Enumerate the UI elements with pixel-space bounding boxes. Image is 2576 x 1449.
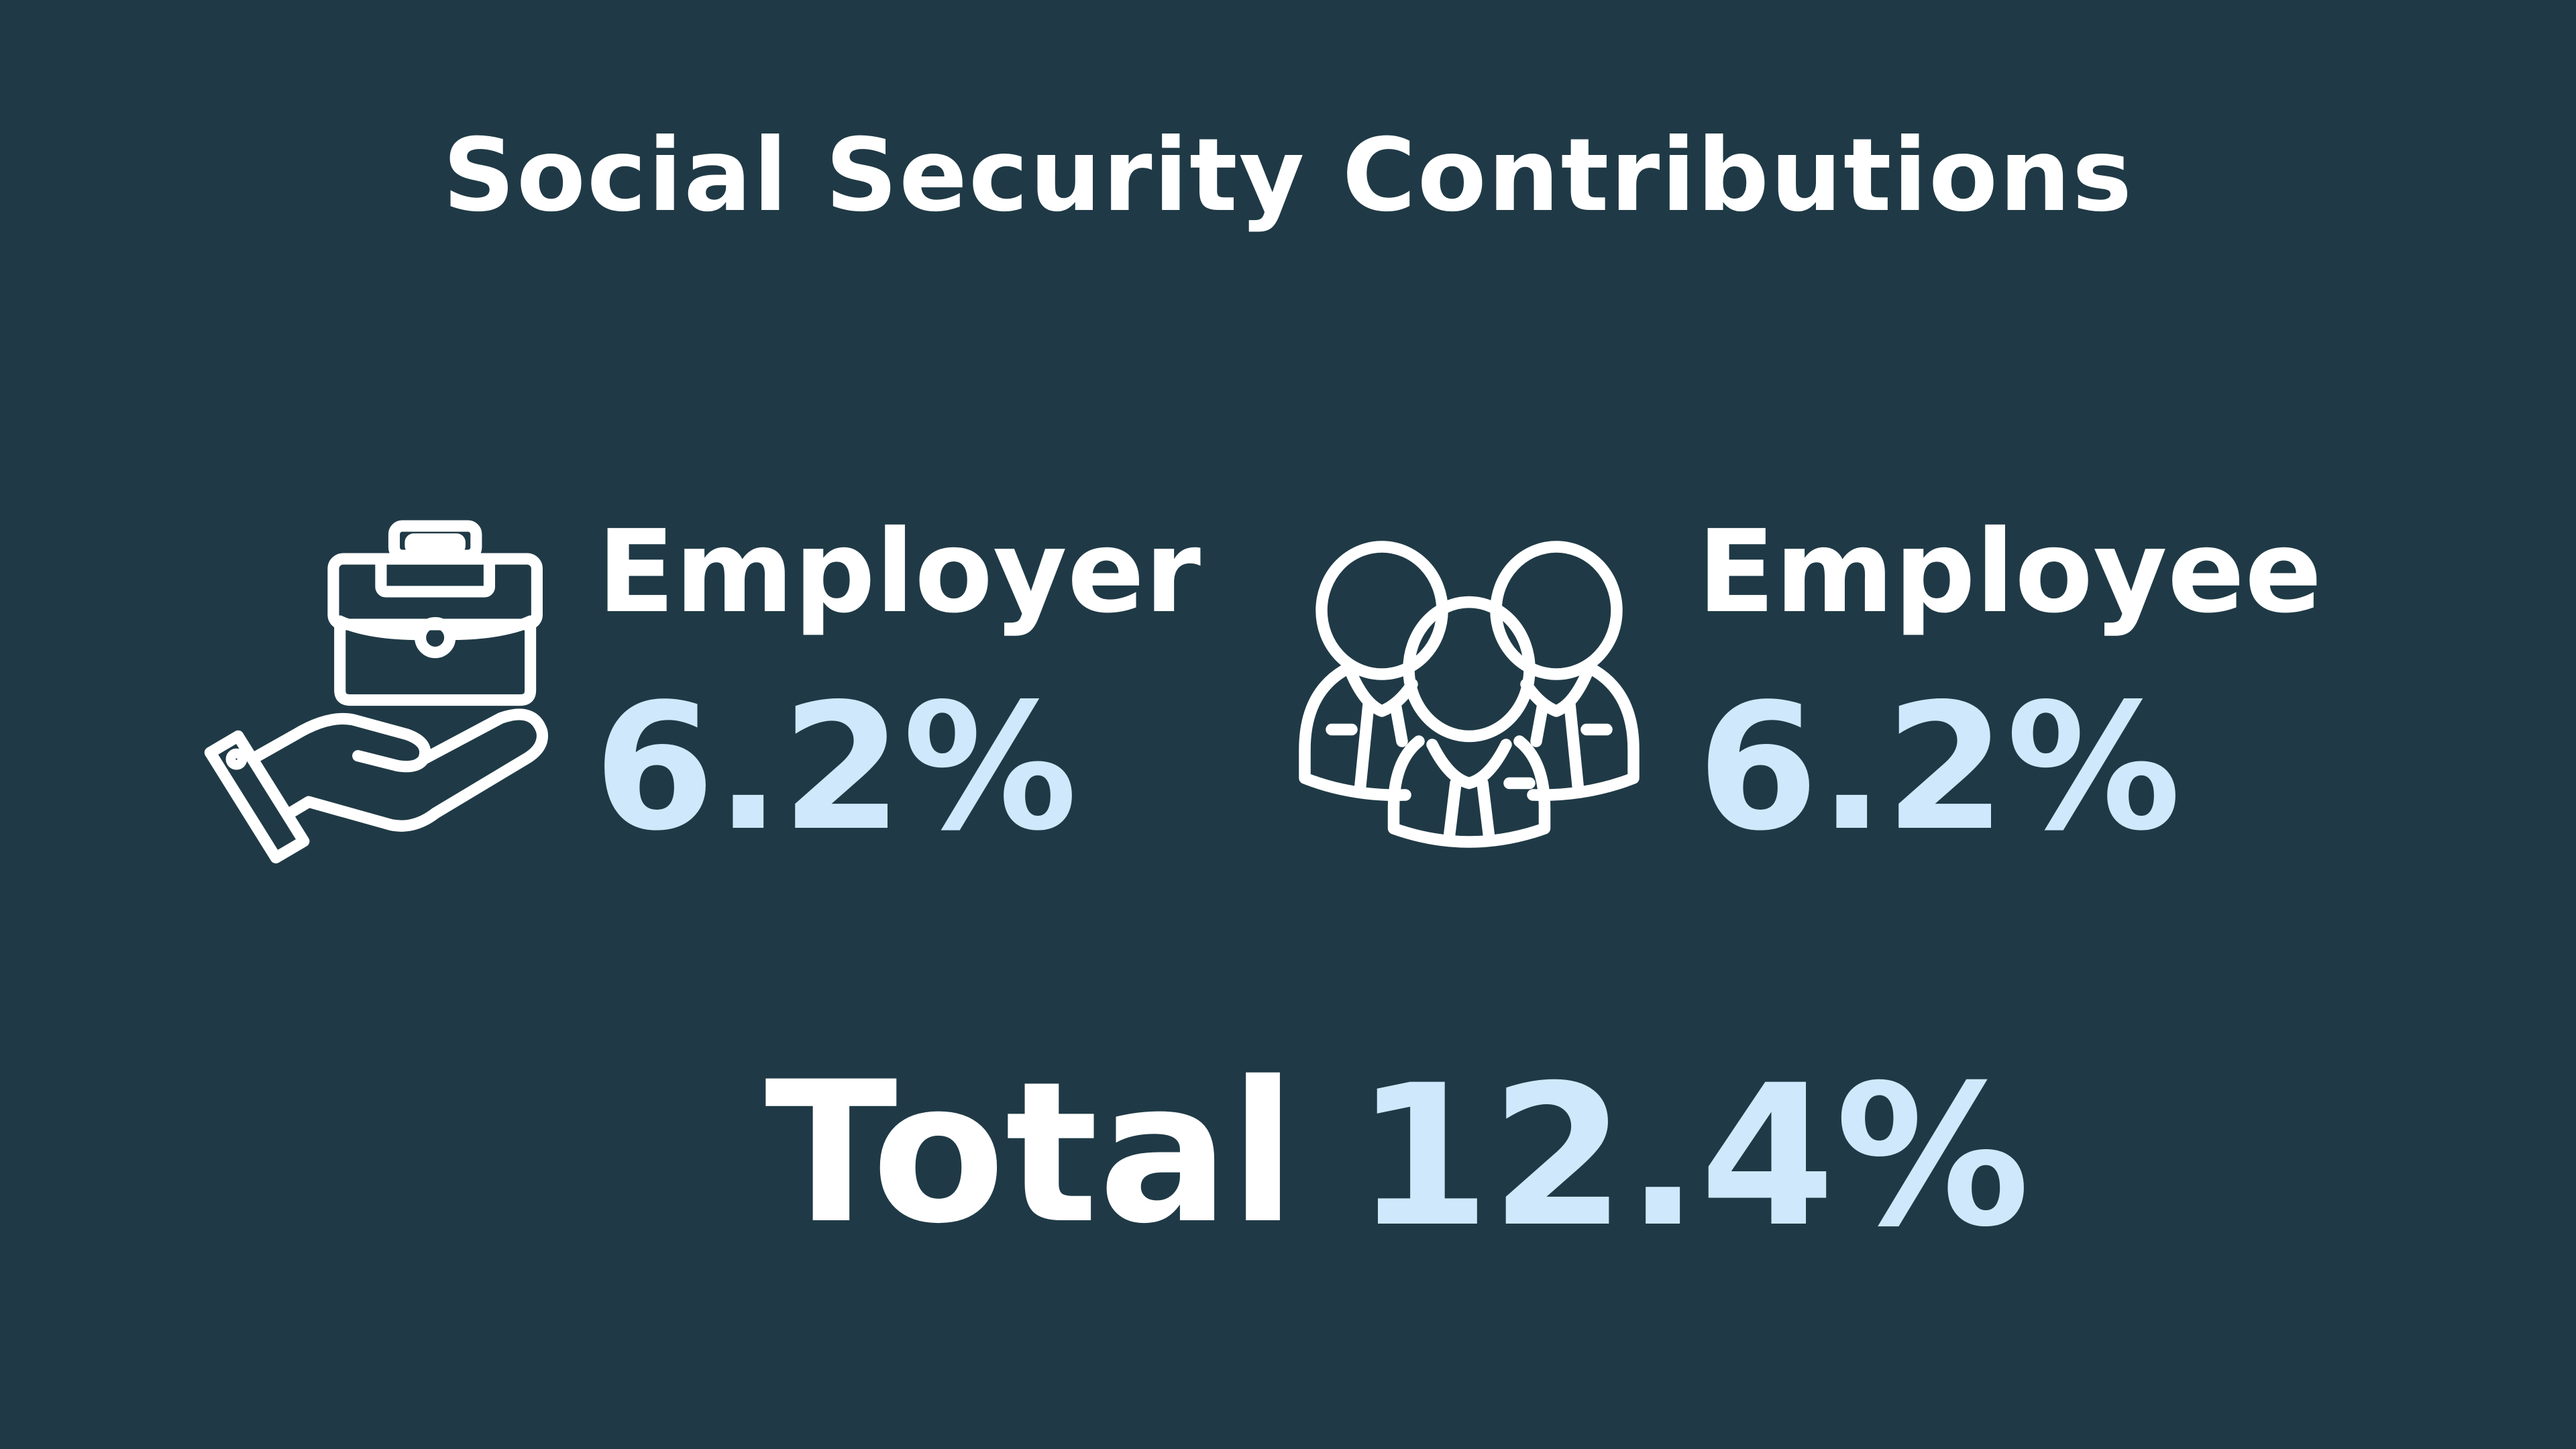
- total-label: Total: [765, 1040, 1297, 1267]
- briefcase-in-hand-icon: [204, 520, 548, 864]
- group-of-people-icon: [1299, 541, 1640, 848]
- total-rate: 12.4%: [1355, 1044, 2031, 1270]
- employee-label: Employee: [1697, 506, 2322, 639]
- employer-label: Employer: [597, 506, 1201, 639]
- page-title: Social Security Contributions: [442, 117, 2134, 234]
- employer-rate: 6.2%: [594, 667, 1078, 869]
- employee-rate: 6.2%: [1697, 667, 2182, 869]
